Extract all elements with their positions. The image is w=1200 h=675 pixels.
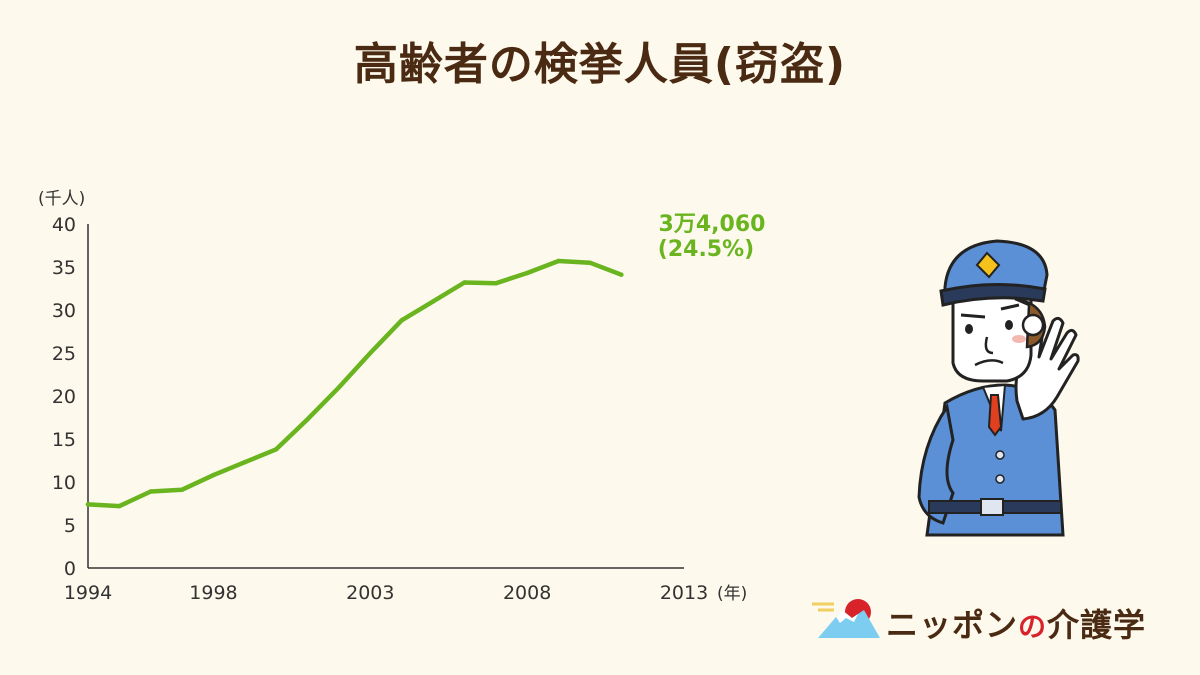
data-point xyxy=(525,270,530,276)
data-point xyxy=(211,472,216,478)
x-tick-label: 2008 xyxy=(503,582,551,604)
brand-part1: ニッポン xyxy=(886,606,1019,644)
x-tick-label: 2003 xyxy=(346,582,394,604)
y-tick-label: 35 xyxy=(52,257,76,279)
brand-logo[interactable]: ニッポンの介護学 xyxy=(812,596,1172,644)
x-axis-label: (年) xyxy=(717,584,747,604)
police-officer-illustration xyxy=(917,239,1080,537)
x-tick-label: 1998 xyxy=(189,582,237,604)
data-point xyxy=(368,350,373,356)
annotation-share: (24.5%) xyxy=(658,237,754,262)
mount-fuji-sun-icon xyxy=(812,599,880,638)
data-point xyxy=(399,318,404,323)
data-point xyxy=(148,489,153,494)
y-tick-label: 5 xyxy=(64,515,76,537)
y-tick-label: 40 xyxy=(52,214,76,236)
y-tick-label: 25 xyxy=(52,343,76,365)
y-tick-label: 15 xyxy=(52,429,76,451)
series-line xyxy=(85,258,624,509)
data-point xyxy=(85,502,91,507)
data-point xyxy=(117,503,122,509)
brand-name: ニッポンの介護学 xyxy=(886,600,1146,646)
y-axis-label: (千人) xyxy=(38,189,85,209)
y-tick-label: 0 xyxy=(64,558,76,580)
y-tick-label: 30 xyxy=(52,300,76,322)
data-point xyxy=(493,281,498,286)
data-point xyxy=(462,280,467,285)
chart-title: 高齢者の検挙人員(窃盗) xyxy=(353,39,847,90)
data-point xyxy=(242,460,247,465)
y-tick-label: 10 xyxy=(52,472,76,494)
data-point xyxy=(619,272,624,277)
y-tick-label: 20 xyxy=(52,386,76,408)
brand-part2: 介護学 xyxy=(1047,606,1147,644)
data-point xyxy=(430,299,436,304)
data-point xyxy=(587,260,593,265)
x-tick-label: 2013 xyxy=(660,582,708,604)
brand-accent: の xyxy=(1018,610,1048,643)
data-point xyxy=(179,487,185,492)
data-point xyxy=(305,417,310,422)
annotation-value: 3万4,060 xyxy=(659,212,766,237)
x-tick-label: 1994 xyxy=(64,582,112,604)
data-point xyxy=(336,385,342,390)
data-point xyxy=(556,258,561,264)
data-point xyxy=(274,447,279,452)
